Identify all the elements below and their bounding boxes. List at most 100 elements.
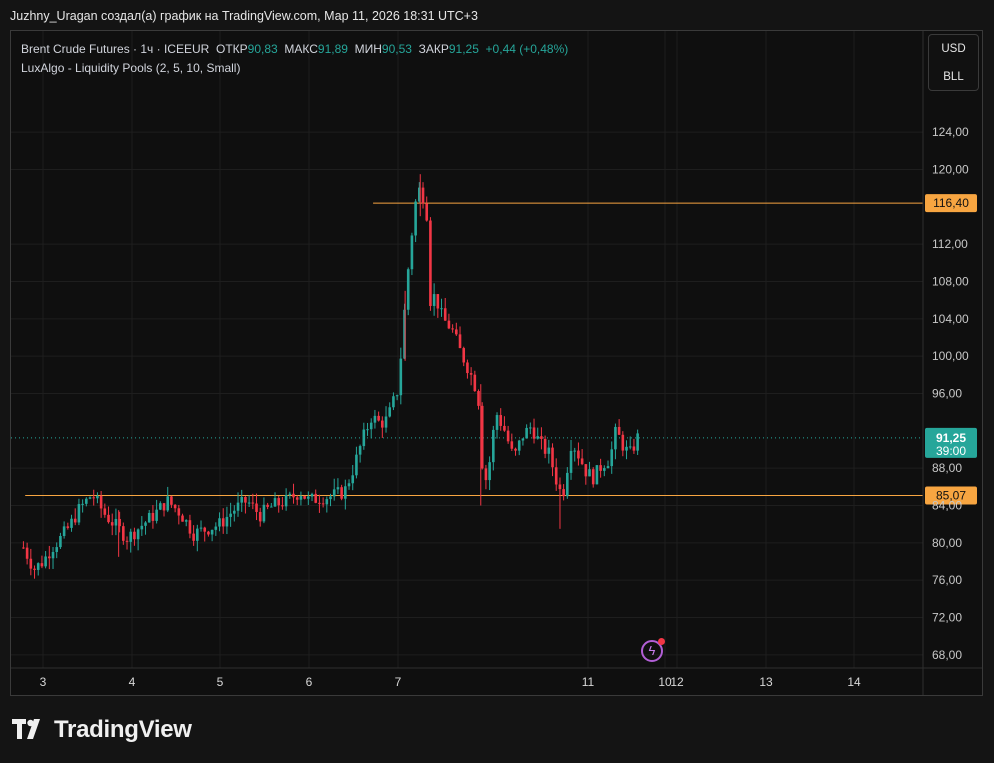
legend-indicator[interactable]: LuxAlgo - Liquidity Pools (2, 5, 10, Sma… <box>21 61 241 75</box>
candle-body <box>347 483 351 487</box>
candle-down <box>381 416 384 438</box>
candle-up <box>536 427 540 440</box>
unit-label[interactable]: BLL <box>943 71 964 83</box>
candle-up <box>114 508 118 536</box>
candle-body <box>99 495 103 509</box>
candle-up <box>51 547 55 569</box>
candle-body <box>210 529 214 535</box>
candle-body <box>351 475 355 484</box>
candle-up <box>229 502 232 527</box>
candle-body <box>92 497 96 499</box>
candle-down <box>118 511 121 533</box>
candle-body <box>503 425 506 431</box>
currency-label[interactable]: USD <box>941 43 966 55</box>
candle-up <box>625 440 628 460</box>
candle-down <box>221 508 225 534</box>
candle-body <box>606 466 610 469</box>
candle-down <box>25 542 29 565</box>
candle-down <box>40 555 44 569</box>
chart-panel[interactable]: 116,40 85,07 91,25 39:00 124,00 120,00 112,00… <box>10 30 983 696</box>
candle-body <box>33 568 36 570</box>
candle-body <box>617 426 621 435</box>
candle-body <box>410 235 414 270</box>
candle-down <box>477 389 480 410</box>
candle-body <box>129 531 133 542</box>
candle-body <box>262 504 266 522</box>
candle-body <box>266 504 269 507</box>
y-tick-label: 68,00 <box>932 648 962 662</box>
candle-down <box>103 503 107 518</box>
candle-up <box>566 467 569 499</box>
y-tick-label: 84,00 <box>932 498 962 512</box>
candle-down <box>577 442 580 466</box>
candle-down <box>22 541 25 549</box>
y-tick-label: 108,00 <box>932 275 969 289</box>
candle-body <box>188 520 192 534</box>
candle-down <box>503 416 506 432</box>
candle-body <box>281 505 284 507</box>
candle-up <box>529 422 532 435</box>
candle-up <box>144 521 147 535</box>
candle-body <box>373 415 377 423</box>
candle-down <box>162 502 166 517</box>
candle-body <box>284 494 288 507</box>
candle-body <box>258 511 262 522</box>
y-tick-label: 104,00 <box>932 312 969 326</box>
candle-body <box>336 487 340 490</box>
candle-body <box>218 518 221 527</box>
candle-body <box>432 294 436 306</box>
candle-body <box>477 391 480 406</box>
chart-caption: Juzhny_Uragan создал(а) график на Tradin… <box>10 9 478 23</box>
candle-body <box>173 504 177 509</box>
legend-high-value: 91,89 <box>317 42 348 56</box>
candle-up <box>406 267 410 316</box>
candle-body <box>114 518 118 526</box>
candle-body <box>573 450 577 452</box>
candle-up <box>610 441 614 474</box>
candle-down <box>255 493 258 521</box>
candle-up <box>307 491 310 505</box>
candle-body <box>447 320 451 329</box>
candle-body <box>147 512 151 523</box>
candle-up <box>569 439 573 480</box>
legend-symbol[interactable]: Brent Crude Futures · 1ч · ICEEUR <box>21 42 210 56</box>
candle-body <box>421 187 425 204</box>
candle-up <box>488 456 491 491</box>
candle-body <box>277 498 281 506</box>
candle-body <box>399 358 403 396</box>
candle-up <box>336 478 340 494</box>
candle-body <box>525 427 528 439</box>
candle-up <box>603 465 606 477</box>
x-tick-label: 13 <box>759 675 773 689</box>
tradingview-logo-icon <box>12 719 40 739</box>
candle-up <box>88 496 92 500</box>
candle-body <box>107 514 110 523</box>
candle-down <box>466 359 469 379</box>
lightning-icon[interactable]: ϟ <box>641 638 665 662</box>
candle-body <box>244 496 247 503</box>
candle-body <box>566 472 569 497</box>
candle-down <box>281 497 284 510</box>
candle-down <box>377 411 380 422</box>
candle-body <box>255 503 258 512</box>
candle-body <box>251 502 255 504</box>
candle-up <box>344 479 347 510</box>
candle-down <box>251 493 255 510</box>
candle-down <box>92 489 96 506</box>
candle-up <box>384 406 388 433</box>
currency-unit-selector[interactable]: USD BLL <box>928 34 979 91</box>
candle-body <box>199 527 203 529</box>
candle-up <box>373 409 377 429</box>
grid <box>11 31 923 668</box>
candle-up <box>414 199 417 243</box>
legend-open-value: 90,83 <box>247 42 278 56</box>
candle-down <box>266 502 269 510</box>
candle-up <box>521 438 525 446</box>
candle-down <box>318 494 321 513</box>
candle-down <box>244 496 247 514</box>
candle-down <box>554 458 558 491</box>
legend-high-label: МАКС <box>284 42 318 56</box>
candle-up <box>351 464 355 491</box>
candle-body <box>562 489 565 497</box>
